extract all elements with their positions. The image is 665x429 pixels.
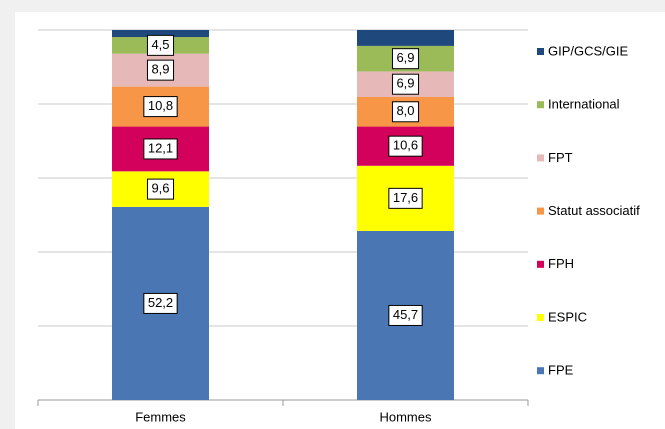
bar-segment [357,30,454,46]
value-label-box [143,96,178,118]
value-label: 10,6 [393,138,418,153]
legend-swatch [537,48,544,55]
value-label-box [391,73,420,95]
value-label-box [388,304,423,326]
legend-label: ESPIC [548,309,587,324]
legend-swatch [537,260,544,268]
value-label-box [143,292,178,314]
x-tick-label: Hommes [379,409,432,424]
value-label-box [388,187,423,209]
legend-swatch [537,154,544,162]
bar-segment [112,30,209,38]
legend-label: GIP/GCS/GIE [548,43,629,58]
legend-swatch [537,207,544,215]
value-label-box [146,59,175,81]
value-label: 17,6 [393,190,418,205]
value-label: 45,7 [393,307,418,322]
value-label: 4,5 [151,37,169,52]
legend-label: International [548,97,620,112]
value-label-box [391,48,420,70]
x-tick-label: Femmes [135,409,186,424]
value-label: 10,8 [148,98,173,113]
value-label: 9,6 [151,181,169,196]
value-label: 6,9 [396,76,414,91]
value-label-box [391,101,420,123]
value-label: 12,1 [148,140,173,155]
value-label-box [146,34,175,56]
value-label: 52,2 [148,295,173,310]
value-label-box [143,138,178,160]
legend-label: Statut associatif [548,203,640,218]
value-label-box [388,135,423,157]
value-label: 6,9 [396,50,414,65]
legend-swatch [537,101,544,109]
legend-label: FPH [548,256,574,271]
value-label: 8,0 [396,103,414,118]
legend-swatch [537,367,544,375]
legend-label: FPE [548,363,574,378]
value-label: 8,9 [151,62,169,77]
value-label-box [146,178,175,200]
legend-label: FPT [548,150,573,165]
legend-swatch [537,314,544,321]
